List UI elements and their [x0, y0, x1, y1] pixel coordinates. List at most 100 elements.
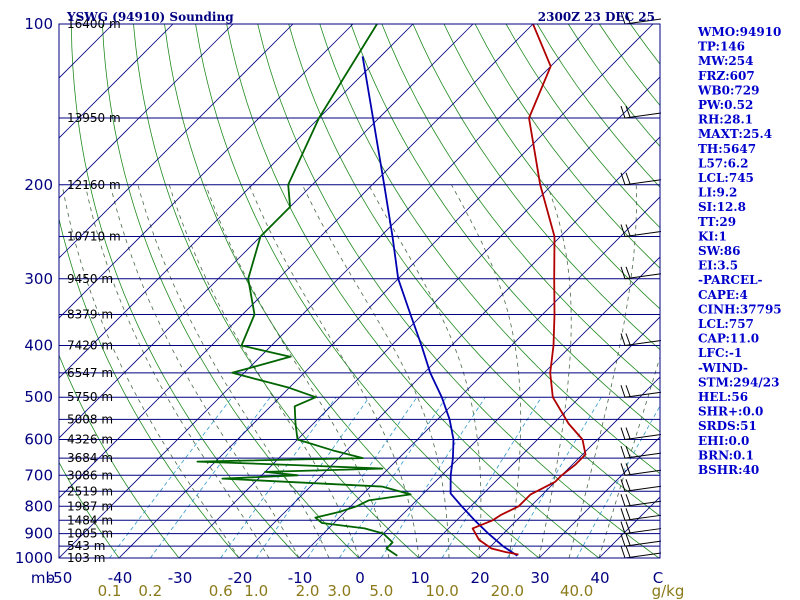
index-line: LCL:757 — [698, 317, 754, 331]
wind-barb — [620, 333, 662, 346]
height-label: 3684 m — [67, 451, 113, 465]
wind-barb-flag — [625, 224, 631, 236]
moist-adiabat — [205, 184, 390, 558]
wind-barb — [620, 11, 662, 25]
wind-barb-staff — [624, 500, 662, 507]
isotherm — [178, 76, 660, 558]
index-line: FRZ:607 — [698, 69, 755, 83]
wind-barb-flag — [620, 463, 626, 476]
pressure-tick-label: 900 — [24, 525, 53, 543]
wind-barb-flag — [625, 333, 631, 345]
wind-barb-staff — [624, 340, 662, 346]
wind-barb — [620, 508, 662, 521]
isotherm — [298, 196, 660, 558]
wind-barb-flag — [620, 172, 626, 185]
mixing-ratio-label: 0.6 — [209, 582, 233, 600]
index-line: EHI:0.0 — [698, 434, 749, 448]
pressure-tick-label: 600 — [24, 431, 53, 449]
wind-barb-flag — [620, 224, 626, 237]
isotherm — [59, 24, 354, 319]
height-label: 12160 m — [67, 178, 121, 192]
mixing-ratio-line — [506, 396, 602, 558]
index-line: SI:12.8 — [698, 200, 746, 214]
mixing-ratio-label: 0.1 — [98, 582, 122, 600]
height-label: 4326 m — [67, 433, 113, 447]
wind-barb-flag — [620, 521, 626, 534]
wind-barb-flag — [625, 11, 631, 24]
isotherm — [59, 24, 234, 199]
wind-barb-staff — [624, 514, 662, 521]
height-label: 16400 m — [67, 17, 121, 31]
wind-barb-flag — [625, 266, 631, 278]
temperature-tick-label: -40 — [108, 569, 133, 587]
index-line: CINH:37795 — [698, 302, 782, 316]
index-line: TT:29 — [698, 215, 736, 229]
mixing-ratio-label: 0.2 — [138, 582, 162, 600]
index-line: SHR+:0.0 — [698, 405, 763, 419]
temperature-trace — [471, 24, 587, 556]
pressure-tick-label: 500 — [24, 388, 53, 406]
dewpoint-trace — [196, 24, 412, 557]
height-label: 8379 m — [67, 308, 113, 322]
wind-barb — [620, 266, 662, 280]
index-line: MW:254 — [698, 54, 753, 68]
wind-barb-flag — [620, 333, 626, 346]
index-line: -PARCEL- — [698, 273, 763, 287]
index-line: WB0:729 — [697, 83, 759, 97]
mixing-ratio-unit-label: g/kg — [652, 582, 685, 600]
wind-barb-flag — [625, 385, 631, 397]
index-line: WMO:94910 — [697, 25, 781, 39]
index-line: KI:1 — [698, 229, 727, 243]
isotherm — [59, 24, 474, 439]
wind-barb-staff — [624, 112, 662, 119]
index-line: CAP:11.0 — [698, 332, 759, 346]
wind-barb-flag — [625, 479, 631, 491]
wind-barb — [620, 445, 662, 459]
isotherm — [478, 376, 660, 558]
wind-barbs — [620, 11, 662, 559]
wind-barb-staff — [624, 179, 662, 186]
index-line: MAXT:25.4 — [698, 127, 772, 141]
wind-barb-staff — [624, 18, 662, 25]
wind-barb — [620, 521, 662, 535]
mixing-ratio-line — [109, 396, 233, 558]
index-line: CAPE:4 — [698, 288, 748, 302]
index-line: LI:9.2 — [698, 186, 737, 200]
wind-barb-flag — [620, 385, 626, 398]
moist-adiabat — [168, 184, 360, 558]
isotherm — [358, 256, 660, 558]
index-line: LCL:745 — [698, 171, 754, 185]
mixing-ratio-label: 10.0 — [425, 582, 458, 600]
wind-barb-flag — [625, 533, 631, 546]
height-label: 1484 m — [67, 513, 113, 527]
height-label: 7420 m — [67, 339, 113, 353]
wind-barb-flag — [620, 266, 626, 279]
wind-barb — [620, 427, 662, 441]
mixing-ratio-label: 2.0 — [296, 582, 320, 600]
height-label: 1005 m — [67, 527, 113, 541]
moist-adiabat — [451, 184, 522, 558]
isotherm — [59, 24, 174, 139]
wind-barb-flag — [625, 545, 631, 558]
wind-barb-staff — [624, 485, 662, 492]
temperature-tick-label: -20 — [228, 569, 253, 587]
temperature-tick-label: 30 — [530, 569, 549, 587]
isotherm — [59, 24, 534, 499]
pressure-unit-label: mb — [31, 569, 55, 587]
mixing-ratio-label: 1.0 — [244, 582, 268, 600]
wind-barb — [620, 533, 662, 547]
wind-barb-flag — [620, 445, 626, 459]
wind-barb-staff — [624, 231, 662, 237]
wind-barb-flag — [620, 427, 626, 440]
isotherm — [418, 316, 660, 558]
index-line: L57:6.2 — [698, 156, 748, 170]
wind-barb — [620, 224, 662, 237]
index-line: STM:294/23 — [698, 375, 779, 389]
wind-barb-staff — [624, 273, 662, 280]
height-label: 10710 m — [67, 229, 121, 243]
height-label: 103 m — [67, 551, 105, 565]
index-line: SRDS:51 — [698, 419, 757, 433]
mixing-ratio-label: 20.0 — [491, 582, 524, 600]
wind-barb-flag — [625, 521, 631, 533]
